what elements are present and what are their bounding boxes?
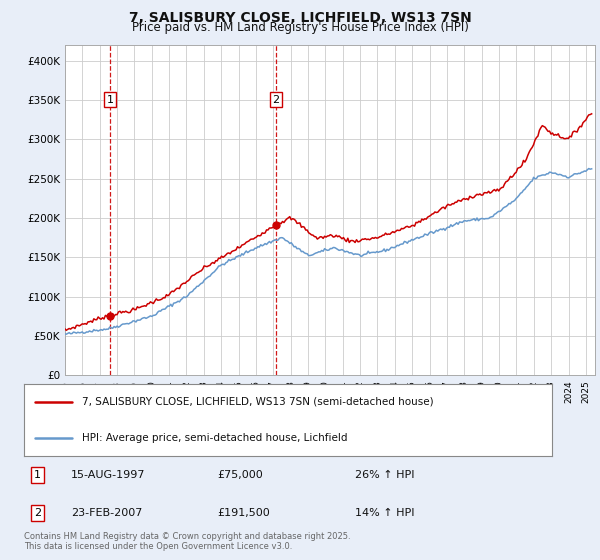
Text: £75,000: £75,000 (217, 470, 263, 480)
Text: 2: 2 (34, 508, 41, 518)
Text: Price paid vs. HM Land Registry's House Price Index (HPI): Price paid vs. HM Land Registry's House … (131, 21, 469, 34)
Text: HPI: Average price, semi-detached house, Lichfield: HPI: Average price, semi-detached house,… (82, 433, 347, 443)
Text: 15-AUG-1997: 15-AUG-1997 (71, 470, 145, 480)
Text: 23-FEB-2007: 23-FEB-2007 (71, 508, 142, 518)
Text: 2: 2 (272, 95, 279, 105)
Text: 1: 1 (107, 95, 114, 105)
Text: 26% ↑ HPI: 26% ↑ HPI (355, 470, 415, 480)
Text: £191,500: £191,500 (217, 508, 270, 518)
Text: Contains HM Land Registry data © Crown copyright and database right 2025.
This d: Contains HM Land Registry data © Crown c… (24, 532, 350, 552)
Text: 7, SALISBURY CLOSE, LICHFIELD, WS13 7SN (semi-detached house): 7, SALISBURY CLOSE, LICHFIELD, WS13 7SN … (82, 397, 434, 407)
Text: 1: 1 (34, 470, 41, 480)
Text: 14% ↑ HPI: 14% ↑ HPI (355, 508, 415, 518)
Text: 7, SALISBURY CLOSE, LICHFIELD, WS13 7SN: 7, SALISBURY CLOSE, LICHFIELD, WS13 7SN (128, 11, 472, 25)
